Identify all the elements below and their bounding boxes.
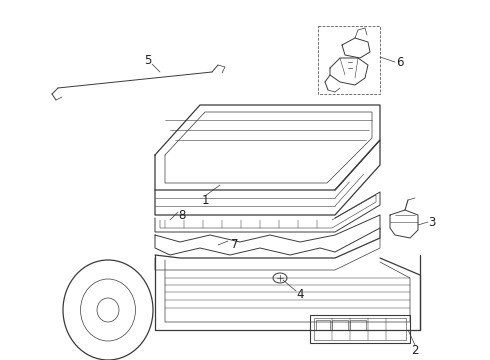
- Text: 1: 1: [201, 194, 209, 207]
- Text: 5: 5: [145, 54, 152, 67]
- Bar: [314, 318, 406, 340]
- Text: 6: 6: [396, 55, 404, 68]
- Ellipse shape: [97, 298, 119, 322]
- Ellipse shape: [273, 273, 287, 283]
- Ellipse shape: [63, 260, 153, 360]
- Bar: [318, 26, 380, 94]
- Text: 3: 3: [428, 216, 436, 229]
- Bar: [310, 315, 410, 343]
- Bar: [332, 320, 348, 330]
- Text: 7: 7: [231, 238, 239, 251]
- Text: 4: 4: [296, 288, 304, 302]
- Text: 8: 8: [178, 208, 186, 221]
- Ellipse shape: [80, 279, 136, 341]
- Bar: [350, 320, 366, 330]
- Text: 2: 2: [411, 343, 419, 356]
- Bar: [316, 320, 330, 330]
